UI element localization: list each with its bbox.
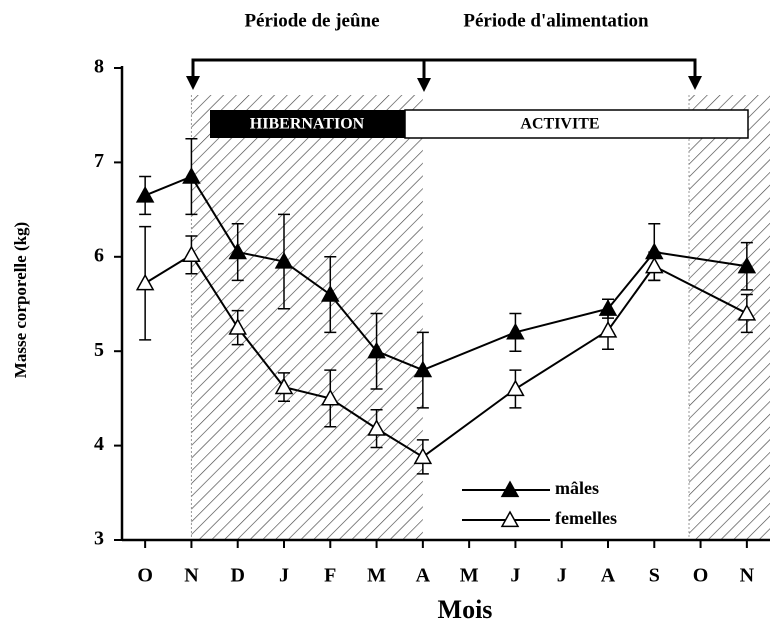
x-tick-label: M bbox=[460, 565, 479, 587]
legend-marker bbox=[500, 480, 520, 498]
x-tick-label: J bbox=[279, 565, 289, 587]
y-tick-label: 6 bbox=[94, 244, 104, 266]
marker bbox=[182, 245, 201, 263]
legend-label: femelles bbox=[555, 508, 617, 528]
x-tick-label: O bbox=[137, 565, 153, 587]
x-tick-label: F bbox=[324, 565, 336, 587]
arrow-head bbox=[186, 76, 702, 92]
y-tick-label: 7 bbox=[94, 150, 104, 172]
marker bbox=[737, 256, 757, 274]
marker bbox=[367, 419, 386, 436]
x-tick-label: M bbox=[367, 565, 386, 587]
marker bbox=[321, 285, 340, 302]
period-label: Période de jeûne bbox=[244, 10, 379, 31]
activity-band bbox=[404, 109, 749, 139]
x-tick-label: O bbox=[693, 565, 709, 587]
legend-marker bbox=[500, 510, 520, 528]
y-tick-label: 8 bbox=[94, 56, 104, 78]
shaded-layer bbox=[190, 95, 770, 540]
x-axis-label: Mois bbox=[438, 595, 493, 624]
x-tick-label: S bbox=[649, 565, 660, 587]
marker bbox=[182, 167, 201, 184]
x-tick-label: N bbox=[184, 565, 199, 587]
y-tick-label: 4 bbox=[94, 433, 104, 455]
x-tick-label: J bbox=[510, 565, 520, 587]
shaded-period bbox=[191, 95, 423, 540]
hibernation-band bbox=[210, 110, 405, 138]
period-label: Période d'alimentation bbox=[463, 10, 649, 31]
band-label: ACTIVITE bbox=[520, 116, 599, 133]
marker bbox=[413, 447, 433, 465]
legend-label: mâles bbox=[555, 478, 599, 498]
marker bbox=[274, 377, 294, 395]
x-tick-label: J bbox=[557, 565, 567, 587]
marker bbox=[645, 256, 664, 274]
marker bbox=[506, 379, 525, 397]
marker bbox=[228, 318, 247, 335]
y-tick-label: 3 bbox=[94, 528, 104, 550]
shaded-period bbox=[689, 95, 770, 540]
bracket bbox=[191, 58, 697, 80]
marker bbox=[598, 320, 618, 338]
marker bbox=[135, 273, 155, 291]
x-tick-label: A bbox=[416, 565, 431, 587]
marker bbox=[274, 251, 294, 269]
x-tick-label: A bbox=[601, 565, 616, 587]
marker bbox=[321, 388, 340, 406]
marker bbox=[413, 360, 433, 378]
marker bbox=[135, 185, 155, 203]
x-tick-label: D bbox=[230, 565, 244, 587]
x-tick-label: N bbox=[740, 565, 755, 587]
marker bbox=[737, 303, 757, 321]
y-axis-label: Masse corporelle (kg) bbox=[11, 222, 30, 378]
marker bbox=[367, 341, 386, 359]
y-tick-label: 5 bbox=[94, 339, 104, 361]
marker bbox=[228, 242, 247, 260]
marker bbox=[506, 322, 525, 340]
band-label: HIBERNATION bbox=[250, 116, 365, 133]
